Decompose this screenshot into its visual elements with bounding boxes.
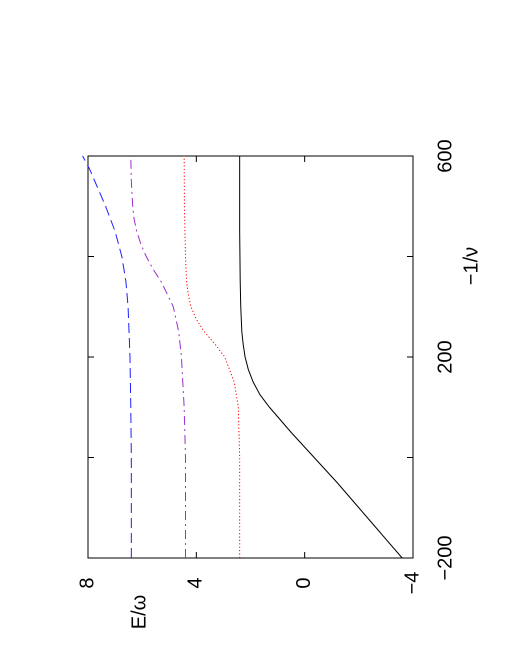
series-group <box>82 155 403 559</box>
series-line-4 <box>82 155 132 558</box>
y-ticks <box>87 156 414 558</box>
tick-labels: −200 200 600 −4 0 4 8 <box>76 139 456 594</box>
y-tick-label: 8 <box>76 577 98 588</box>
y-tick-label: 0 <box>293 577 315 588</box>
x-tick-label: −200 <box>434 535 456 580</box>
x-ticks <box>88 155 413 559</box>
x-tick-label: 600 <box>434 139 456 172</box>
plot-frame <box>87 155 414 559</box>
series-line-2 <box>183 155 241 558</box>
x-axis-label: −1/ν <box>460 247 482 285</box>
x-tick-label: 200 <box>434 340 456 373</box>
series-line-3 <box>130 155 186 558</box>
series-line-1 <box>239 156 403 559</box>
y-tick-label: 4 <box>185 577 207 588</box>
y-axis-label: E/ω <box>128 595 150 630</box>
y-tick-label: −4 <box>401 572 423 595</box>
